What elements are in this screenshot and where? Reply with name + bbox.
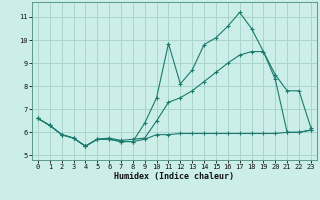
- X-axis label: Humidex (Indice chaleur): Humidex (Indice chaleur): [115, 172, 234, 181]
